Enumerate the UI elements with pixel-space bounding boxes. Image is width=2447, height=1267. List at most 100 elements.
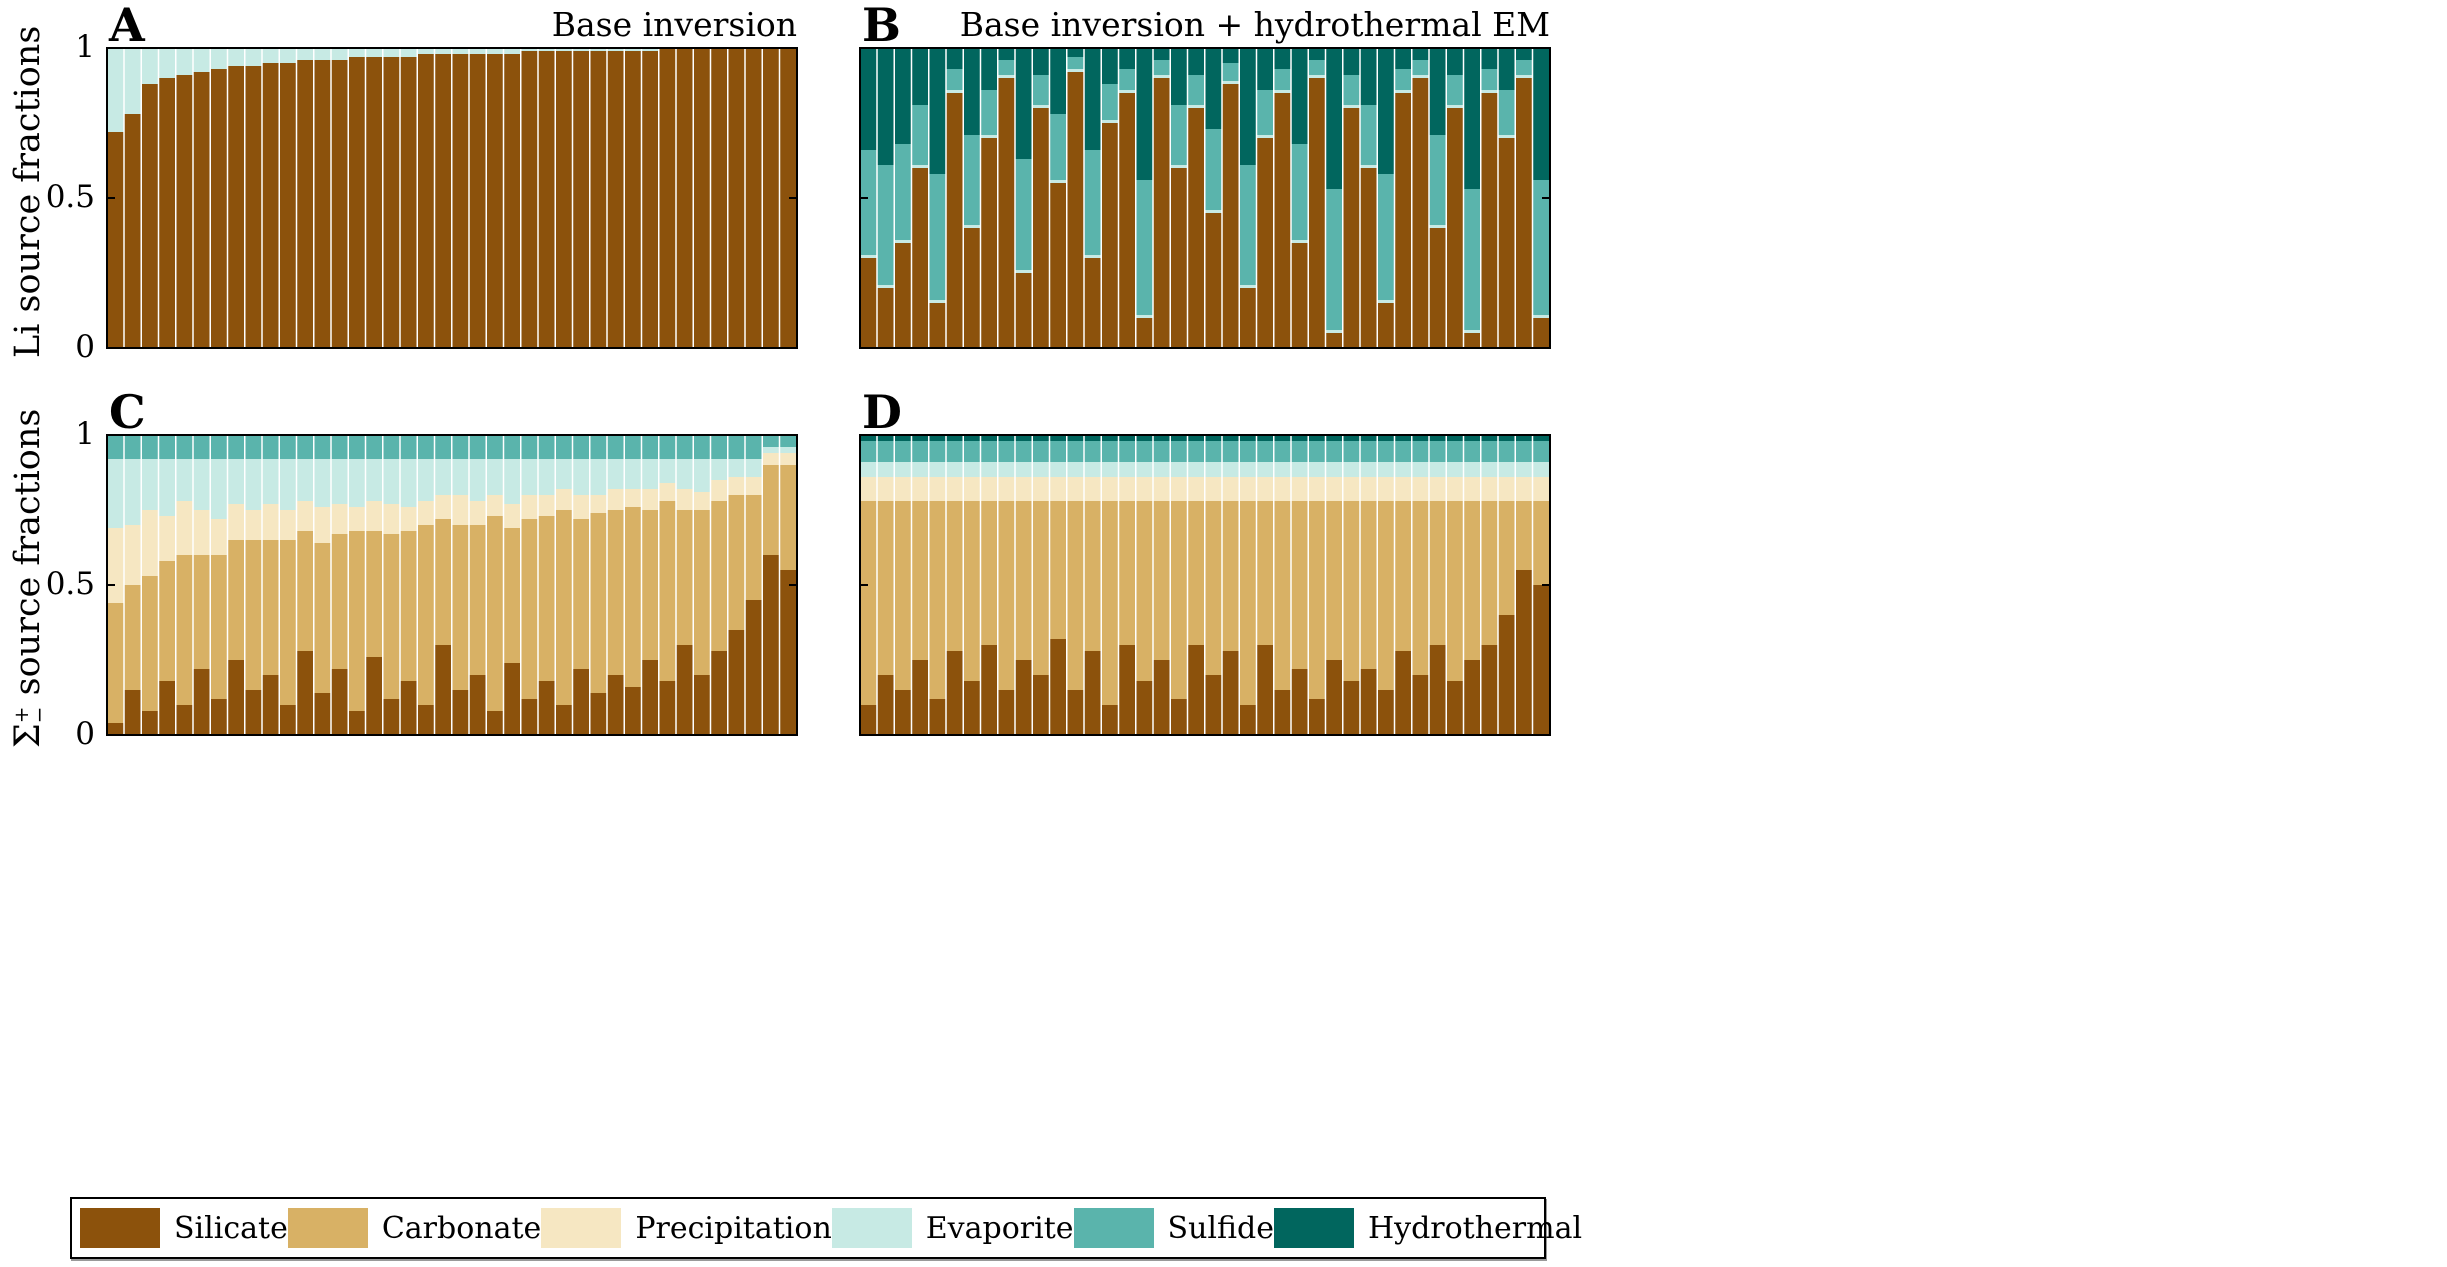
axes-frame xyxy=(106,434,798,736)
bar-segment-evaporite xyxy=(998,75,1015,78)
bar-segment-silicate xyxy=(262,63,279,348)
bar-segment-carbonate xyxy=(1188,501,1204,645)
bar-segment-sulfide xyxy=(1222,63,1239,81)
bar-segment-carbonate xyxy=(297,531,313,651)
bar-segment-silicate xyxy=(998,78,1015,348)
bar-segment-evaporite xyxy=(314,48,331,60)
bar-segment-carbonate xyxy=(642,510,658,660)
bar-segment-hydrothermal xyxy=(1050,48,1066,114)
bar-segment-carbonate xyxy=(1050,501,1066,639)
bar-segment-sulfide xyxy=(142,435,158,459)
bar-segment-evaporite xyxy=(625,459,641,489)
bar-segment-evaporite xyxy=(228,459,244,504)
bar-segment-precipitation xyxy=(998,477,1015,501)
bar-segment-hydrothermal xyxy=(1360,48,1377,105)
bar-segment-hydrothermal xyxy=(1516,48,1532,60)
bar-segment-evaporite xyxy=(946,90,963,93)
bar-segment-precipitation xyxy=(1240,477,1256,501)
bar-segment-evaporite xyxy=(877,462,894,477)
bar-segment-silicate xyxy=(1240,288,1256,348)
bar-segment-sulfide xyxy=(1084,150,1101,255)
bar-segment-silicate xyxy=(331,669,348,735)
bar-segment-carbonate xyxy=(1119,501,1135,645)
bar-segment-silicate xyxy=(366,657,382,735)
bar-segment-precipitation xyxy=(964,477,980,501)
bar-segment-hydrothermal xyxy=(1084,48,1101,150)
bar-segment-silicate xyxy=(1240,705,1256,735)
bar-segment-silicate xyxy=(964,681,980,735)
bar-segment-evaporite xyxy=(366,48,382,57)
bar-segment-hydrothermal xyxy=(1240,48,1256,165)
bar-segment-hydrothermal xyxy=(1015,48,1032,159)
bar-segment-silicate xyxy=(1395,651,1411,735)
bar-segment-evaporite xyxy=(314,459,331,507)
bar-segment-hydrothermal xyxy=(998,435,1015,441)
bar-segment-sulfide xyxy=(1343,441,1360,462)
bar-segment-precipitation xyxy=(262,504,279,540)
legend: Silicate Carbonate Precipitation Evaporite S… xyxy=(70,1197,1582,1259)
bar-segment-sulfide xyxy=(1447,75,1463,105)
bar-segment-sulfide xyxy=(895,144,911,240)
bar-segment-precipitation xyxy=(418,501,434,525)
bar-segment-evaporite xyxy=(780,447,796,453)
legend-item-sulfide: Sulfide xyxy=(1073,1208,1274,1248)
bar-segment-carbonate xyxy=(1395,501,1411,651)
bar-segment-evaporite xyxy=(964,225,980,228)
bar-segment-evaporite xyxy=(142,459,158,510)
bar-segment-hydrothermal xyxy=(1395,48,1411,69)
bar-segment-carbonate xyxy=(1360,501,1377,669)
bar-segment-evaporite xyxy=(1412,75,1429,78)
bar-segment-silicate xyxy=(1222,651,1239,735)
y-tick-label: 1 xyxy=(75,29,95,65)
bar-segment-sulfide xyxy=(659,435,676,459)
bar-segment-sulfide xyxy=(780,435,796,447)
bar-segment-carbonate xyxy=(694,510,710,675)
bar-segment-silicate xyxy=(1326,660,1342,735)
bar-segment-sulfide xyxy=(895,441,911,462)
bar-segment-sulfide xyxy=(745,435,762,459)
bar-segment-sulfide xyxy=(1481,441,1498,462)
bar-segment-evaporite xyxy=(504,48,520,54)
bar-segment-sulfide xyxy=(1516,60,1532,75)
bar-segment-silicate xyxy=(1464,660,1480,735)
bar-segment-carbonate xyxy=(1257,501,1273,645)
bar-segment-silicate xyxy=(1171,699,1187,735)
bar-segment-sulfide xyxy=(1015,159,1032,270)
bar-segment-sulfide xyxy=(1188,75,1204,105)
bar-segment-evaporite xyxy=(1343,105,1360,108)
bar-segment-silicate xyxy=(1102,705,1118,735)
bar-segment-hydrothermal xyxy=(1464,435,1480,441)
bar-segment-sulfide xyxy=(1153,441,1170,462)
bar-segment-sulfide xyxy=(1447,441,1463,462)
bar-segment-evaporite xyxy=(400,459,417,507)
bar-segment-hydrothermal xyxy=(1291,435,1308,441)
bar-segment-evaporite xyxy=(400,48,417,57)
bar-segment-precipitation xyxy=(1119,477,1135,501)
bar-segment-silicate xyxy=(1533,585,1549,735)
bar-segment-precipitation xyxy=(981,477,997,501)
bar-segment-sulfide xyxy=(1240,165,1256,285)
bar-segment-sulfide xyxy=(1412,60,1429,75)
bar-segment-sulfide xyxy=(1309,441,1325,462)
bar-segment-evaporite xyxy=(1498,462,1515,477)
bar-segment-evaporite xyxy=(211,48,227,69)
bar-segment-evaporite xyxy=(1205,210,1222,213)
bar-segment-silicate xyxy=(607,51,624,348)
bar-segment-carbonate xyxy=(1205,501,1222,675)
bar-segment-carbonate xyxy=(366,531,382,657)
bar-segment-evaporite xyxy=(946,462,963,477)
bar-segment-silicate xyxy=(1033,675,1049,735)
bar-segment-evaporite xyxy=(625,48,641,51)
bar-segment-sulfide xyxy=(469,435,486,459)
bar-segment-silicate xyxy=(452,690,469,735)
bar-segment-silicate xyxy=(642,51,658,348)
bar-segment-carbonate xyxy=(1153,501,1170,660)
bar-segment-hydrothermal xyxy=(1257,435,1273,441)
bar-segment-silicate xyxy=(435,645,451,735)
bar-segment-evaporite xyxy=(573,459,589,495)
bar-segment-sulfide xyxy=(1188,441,1204,462)
bar-segment-hydrothermal xyxy=(981,48,997,90)
bar-segment-sulfide xyxy=(1119,69,1135,90)
bar-segment-hydrothermal xyxy=(998,48,1015,60)
bar-segment-silicate xyxy=(912,168,928,348)
